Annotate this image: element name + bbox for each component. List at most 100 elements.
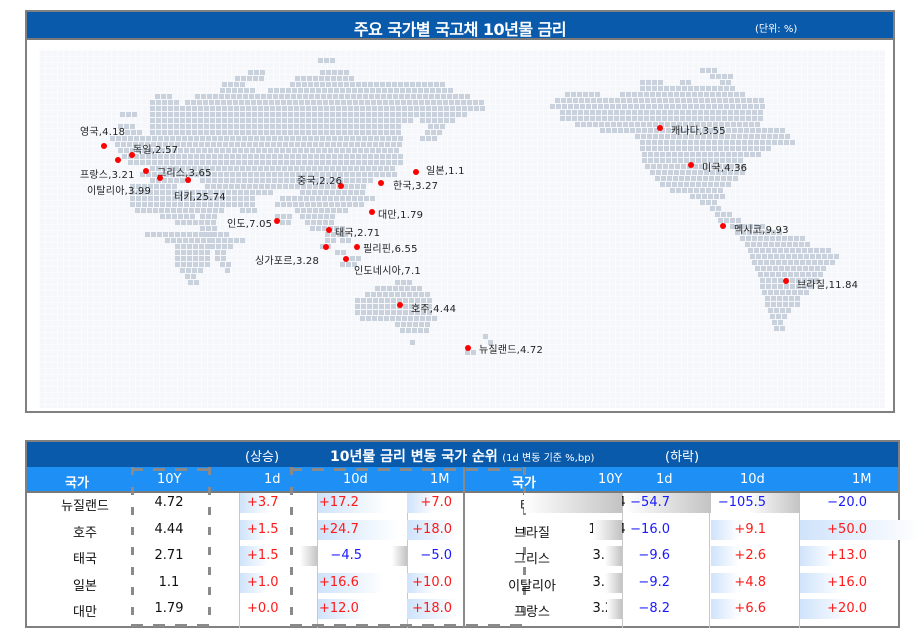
land-cell bbox=[390, 316, 395, 321]
change-1m: +10.0 bbox=[412, 574, 452, 590]
land-cell bbox=[332, 82, 337, 87]
marker-dot-icon[interactable] bbox=[343, 256, 349, 262]
land-cell bbox=[816, 254, 821, 259]
land-cell bbox=[206, 226, 211, 231]
land-cell bbox=[148, 190, 153, 195]
land-cell bbox=[382, 88, 387, 93]
land-cell bbox=[593, 122, 598, 127]
land-cell bbox=[217, 184, 222, 189]
land-cell bbox=[483, 334, 488, 339]
land-cell bbox=[768, 128, 773, 133]
land-cell bbox=[427, 304, 432, 309]
marker-dot-icon[interactable] bbox=[465, 345, 471, 351]
land-cell bbox=[330, 106, 335, 111]
land-cell bbox=[782, 236, 787, 241]
land-cell bbox=[354, 130, 359, 135]
marker-dot-icon[interactable] bbox=[129, 152, 135, 158]
land-cell bbox=[271, 142, 276, 147]
marker-dot-icon[interactable] bbox=[720, 223, 726, 229]
land-cell bbox=[212, 136, 217, 141]
land-cell bbox=[313, 142, 318, 147]
land-cell bbox=[455, 100, 460, 105]
land-cell bbox=[715, 212, 720, 217]
marker-dot-icon[interactable] bbox=[783, 278, 789, 284]
land-cell bbox=[282, 166, 287, 171]
negative-bar bbox=[593, 519, 622, 540]
land-cell bbox=[372, 124, 377, 129]
land-cell bbox=[264, 112, 269, 117]
land-cell bbox=[684, 152, 689, 157]
land-cell bbox=[590, 110, 595, 115]
land-cell bbox=[784, 140, 789, 145]
land-cell bbox=[748, 224, 753, 229]
land-cell bbox=[215, 100, 220, 105]
land-cell bbox=[658, 86, 663, 91]
land-cell bbox=[647, 122, 652, 127]
marker-dot-icon[interactable] bbox=[657, 125, 663, 131]
marker-dot-icon[interactable] bbox=[413, 169, 419, 175]
land-cell bbox=[175, 232, 180, 237]
land-cell bbox=[150, 130, 155, 135]
land-cell bbox=[205, 244, 210, 249]
land-cell bbox=[707, 122, 712, 127]
marker-dot-icon[interactable] bbox=[101, 143, 107, 149]
marker-dot-icon[interactable] bbox=[115, 157, 121, 163]
marker-dot-icon[interactable] bbox=[378, 180, 384, 186]
land-cell bbox=[174, 178, 179, 183]
land-cell bbox=[676, 146, 681, 151]
land-cell bbox=[246, 130, 251, 135]
land-cell bbox=[284, 154, 289, 159]
land-cell bbox=[473, 100, 478, 105]
land-cell bbox=[234, 118, 239, 123]
land-cell bbox=[397, 310, 402, 315]
land-cell bbox=[355, 184, 360, 189]
land-cell bbox=[272, 136, 277, 141]
land-cell bbox=[682, 104, 687, 109]
land-cell bbox=[186, 118, 191, 123]
land-cell bbox=[716, 116, 721, 121]
marker-label: 일본,1.1 bbox=[426, 166, 465, 177]
land-cell bbox=[201, 94, 206, 99]
land-cell bbox=[700, 188, 705, 193]
marker-dot-icon[interactable] bbox=[397, 302, 403, 308]
land-cell bbox=[384, 106, 389, 111]
marker-dot-icon[interactable] bbox=[338, 183, 344, 189]
land-cell bbox=[355, 142, 360, 147]
land-cell bbox=[778, 320, 783, 325]
marker-label: 한국,3.27 bbox=[393, 181, 439, 192]
land-cell bbox=[151, 142, 156, 147]
land-cell bbox=[116, 136, 121, 141]
marker-dot-icon[interactable] bbox=[688, 162, 694, 168]
land-cell bbox=[367, 310, 372, 315]
land-cell bbox=[343, 208, 348, 213]
land-cell bbox=[206, 136, 211, 141]
land-cell bbox=[207, 94, 212, 99]
country-name: 호주 bbox=[73, 525, 97, 541]
marker-dot-icon[interactable] bbox=[185, 177, 191, 183]
land-cell bbox=[664, 86, 669, 91]
land-cell bbox=[660, 158, 665, 163]
land-cell bbox=[222, 112, 227, 117]
marker-dot-icon[interactable] bbox=[157, 175, 163, 181]
marker-dot-icon[interactable] bbox=[369, 209, 375, 215]
marker-dot-icon[interactable] bbox=[326, 227, 332, 233]
marker-dot-icon[interactable] bbox=[274, 218, 280, 224]
land-cell bbox=[192, 268, 197, 273]
marker-dot-icon[interactable] bbox=[354, 244, 360, 250]
land-cell bbox=[348, 124, 353, 129]
marker-dot-icon[interactable] bbox=[323, 244, 329, 250]
land-cell bbox=[329, 202, 334, 207]
land-cell bbox=[172, 214, 177, 219]
land-cell bbox=[640, 104, 645, 109]
land-cell bbox=[156, 100, 161, 105]
land-cell bbox=[289, 184, 294, 189]
land-cell bbox=[674, 110, 679, 115]
land-cell bbox=[311, 100, 316, 105]
land-cell bbox=[780, 290, 785, 295]
land-cell bbox=[242, 154, 247, 159]
land-cell bbox=[294, 166, 299, 171]
marker-dot-icon[interactable] bbox=[143, 168, 149, 174]
land-cell bbox=[626, 110, 631, 115]
land-cell bbox=[330, 214, 335, 219]
land-cell bbox=[749, 122, 754, 127]
